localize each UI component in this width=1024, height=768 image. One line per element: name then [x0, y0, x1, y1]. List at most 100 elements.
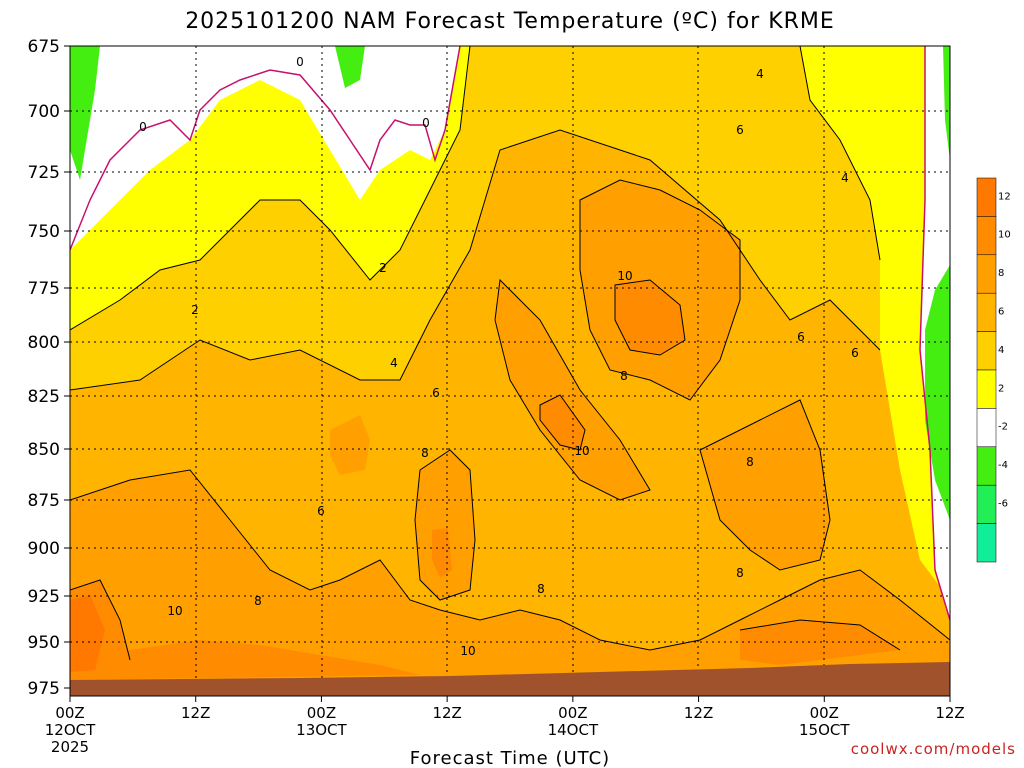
contour-label: 6	[736, 123, 744, 137]
colorbar-swatch	[976, 292, 997, 332]
colorbar-swatch	[976, 369, 997, 409]
contour-label: 8	[736, 566, 744, 580]
y-tick-label: 700	[28, 102, 60, 122]
contour-label: 6	[851, 346, 859, 360]
colorbar-label: 8	[998, 268, 1004, 279]
field-10-12-mid2	[615, 280, 685, 355]
x-tick-label: 12Z	[684, 704, 713, 722]
x-tick-label: 12Z	[935, 704, 964, 722]
field-8-10-mid5	[700, 400, 830, 570]
temperature-field	[70, 46, 950, 696]
contour-10-mid2	[614, 279, 686, 356]
contour-8-mid1	[494, 278, 651, 501]
contour-8-mid2	[414, 449, 476, 601]
x-tick-date: 13OCT	[296, 721, 347, 739]
contour-6-left	[70, 469, 950, 651]
y-tick-label: 875	[28, 491, 60, 511]
credit-link[interactable]: coolwx.com/models	[851, 740, 1016, 758]
x-tick-date: 12OCT	[45, 721, 96, 739]
contour-label: 8	[746, 455, 754, 469]
contour-label: 0	[296, 55, 304, 69]
colorbar-label: -4	[998, 460, 1008, 471]
contour-label: 10	[460, 644, 475, 658]
x-tick-label: 00Z	[810, 704, 839, 722]
plot-border	[69, 45, 951, 697]
contour-label: 6	[797, 330, 805, 344]
zero-contour-right	[919, 46, 950, 621]
contour-label: 10	[167, 604, 182, 618]
zero-contour	[70, 46, 950, 621]
field-2-4-right	[800, 46, 950, 600]
contour-label: 0	[139, 120, 147, 134]
field-neg2-right	[925, 265, 950, 520]
contour-labels: 0 0 0 2 2 4 4 4 6 6 6 6 6 8 8 8 8 8 8 10 10 10 10	[139, 55, 859, 658]
contour-label: 2	[379, 261, 387, 275]
y-tick-label: 950	[28, 633, 60, 653]
colorbar-swatch	[976, 177, 997, 217]
colorbar-swatch	[976, 216, 997, 256]
field-10-12-mid3	[432, 528, 452, 578]
y-tick-label: 900	[28, 539, 60, 559]
field-neg2-upper-left	[70, 46, 100, 180]
field-neg2-upper-mid	[335, 46, 365, 88]
colorbar-swatch	[976, 331, 997, 371]
y-tick-label: 925	[28, 587, 60, 607]
y-tick-label: 975	[28, 679, 60, 699]
y-tick-label: 850	[28, 440, 60, 460]
field-10-12-bottom	[70, 640, 420, 680]
colorbar-label: 12	[998, 191, 1011, 202]
colorbar-swatch	[976, 484, 997, 524]
contour-10-mid1	[539, 394, 586, 451]
colorbar-swatch	[976, 446, 997, 486]
contour-label: 6	[317, 504, 325, 518]
colorbar-swatch	[976, 254, 997, 294]
contour-4	[70, 129, 881, 391]
contour-label: 10	[574, 444, 589, 458]
contour-2	[70, 46, 471, 331]
contour-8-mid3	[579, 179, 741, 401]
contour-label: 4	[390, 356, 398, 370]
contour-lines	[70, 46, 950, 661]
x-tick-label: 00Z	[307, 704, 336, 722]
colorbar-swatch	[976, 523, 997, 563]
x-tick-date: 15OCT	[799, 721, 850, 739]
contour-label: 0	[422, 116, 430, 130]
colorbar-label: 6	[998, 306, 1004, 317]
contour-label: 6	[432, 386, 440, 400]
x-tick-label: 00Z	[558, 704, 587, 722]
ground	[70, 662, 950, 696]
field-8-10-mid4	[330, 415, 370, 475]
y-tick-label: 750	[28, 222, 60, 242]
field-4-6	[70, 46, 880, 390]
colorbar-label: 2	[998, 383, 1004, 394]
y-tick-label: 775	[28, 279, 60, 299]
contour-label: 10	[617, 269, 632, 283]
chart-title: 2025101200 NAM Forecast Temperature (ºC)…	[185, 9, 835, 34]
gridlines	[70, 46, 950, 696]
contour-label: 4	[756, 67, 764, 81]
contour-label: 8	[537, 582, 545, 596]
y-tick-label: 675	[28, 37, 60, 57]
colorbar: 12 10 8 6 4 2 -2 -4 -6	[976, 177, 1011, 563]
contour-label: 2	[191, 303, 199, 317]
colorbar-label: -6	[998, 498, 1008, 509]
colorbar-swatch	[976, 408, 997, 448]
y-axis: 675 700 725 750 775 800 825 850 875 900 925 950 975	[28, 37, 70, 699]
field-8-10-mid2	[415, 450, 475, 600]
x-tick-year: 2025	[51, 738, 89, 756]
x-axis-label: Forecast Time (UTC)	[410, 748, 610, 768]
y-tick-label: 800	[28, 333, 60, 353]
x-tick-label: 12Z	[432, 704, 461, 722]
contour-label: 8	[254, 594, 262, 608]
field-12-left	[70, 595, 105, 672]
y-tick-label: 725	[28, 163, 60, 183]
colorbar-label: 4	[998, 345, 1004, 356]
contour-10-right	[739, 619, 901, 651]
contour-label: 8	[421, 446, 429, 460]
field-neg2-topright	[943, 46, 950, 160]
x-tick-label: 00Z	[55, 704, 84, 722]
contour-4-top	[799, 46, 881, 261]
colorbar-label: 10	[998, 230, 1011, 241]
